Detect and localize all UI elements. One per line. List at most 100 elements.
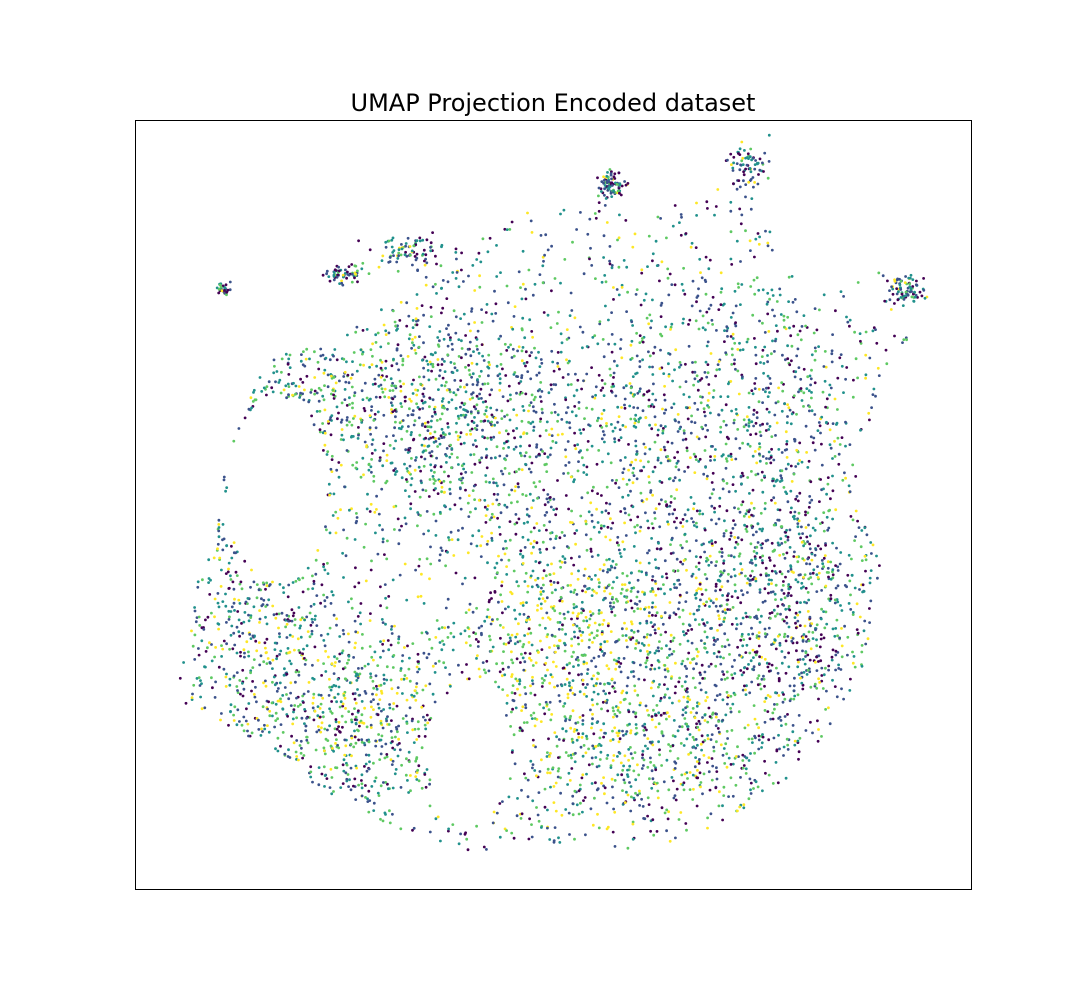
scatter-point	[608, 691, 611, 695]
scatter-point	[696, 380, 700, 383]
scatter-point	[448, 455, 452, 459]
scatter-point	[232, 713, 236, 717]
scatter-point	[816, 719, 819, 723]
scatter-point	[712, 745, 716, 749]
scatter-point	[737, 286, 740, 289]
scatter-point	[822, 511, 826, 514]
scatter-point	[750, 470, 753, 473]
scatter-point	[441, 431, 445, 435]
scatter-point	[751, 488, 755, 492]
scatter-point	[656, 456, 660, 460]
scatter-point	[670, 652, 674, 656]
scatter-point	[491, 319, 495, 323]
scatter-point	[475, 544, 479, 548]
scatter-point	[385, 755, 389, 759]
scatter-point	[406, 644, 409, 648]
scatter-point	[526, 211, 529, 215]
scatter-point	[380, 689, 383, 693]
scatter-point	[802, 391, 806, 395]
scatter-point	[813, 346, 817, 350]
scatter-point	[696, 650, 700, 654]
scatter-point	[595, 677, 599, 681]
scatter-point	[683, 470, 686, 473]
scatter-point	[252, 388, 256, 392]
scatter-point	[242, 715, 246, 719]
scatter-point	[684, 711, 688, 714]
scatter-point	[560, 586, 564, 590]
scatter-point	[529, 422, 533, 425]
scatter-point	[552, 801, 556, 804]
scatter-point	[225, 642, 229, 646]
scatter-point	[724, 529, 728, 533]
scatter-point	[540, 685, 544, 688]
scatter-point	[485, 303, 489, 306]
scatter-point	[463, 385, 466, 389]
scatter-point	[588, 633, 592, 636]
scatter-point	[384, 329, 388, 333]
scatter-point	[860, 664, 864, 668]
scatter-point	[466, 410, 470, 414]
scatter-point	[275, 654, 279, 658]
scatter-point	[703, 670, 707, 674]
scatter-point	[784, 358, 787, 362]
scatter-point	[576, 721, 580, 724]
scatter-point	[520, 812, 524, 816]
scatter-point	[423, 773, 427, 776]
scatter-point	[761, 422, 764, 426]
scatter-point	[457, 285, 461, 289]
scatter-point	[691, 707, 695, 710]
scatter-point	[778, 543, 782, 547]
scatter-point	[282, 586, 285, 590]
scatter-point	[745, 525, 749, 528]
scatter-point	[784, 467, 788, 471]
scatter-point	[804, 651, 808, 655]
scatter-point	[600, 611, 603, 615]
scatter-point	[733, 574, 737, 578]
scatter-point	[372, 801, 376, 805]
scatter-point	[516, 679, 519, 683]
scatter-point	[361, 721, 364, 725]
scatter-point	[434, 437, 437, 440]
scatter-point	[686, 417, 690, 421]
scatter-point	[545, 420, 549, 424]
scatter-point	[449, 631, 453, 635]
scatter-point	[766, 241, 770, 245]
scatter-point	[622, 764, 625, 768]
scatter-point	[614, 597, 618, 601]
scatter-point	[383, 583, 387, 586]
scatter-point	[602, 433, 606, 437]
scatter-point	[722, 559, 726, 563]
scatter-point	[428, 577, 431, 581]
scatter-point	[428, 478, 432, 481]
scatter-point	[510, 710, 513, 714]
scatter-point	[237, 630, 241, 634]
scatter-point	[249, 671, 253, 675]
scatter-point	[404, 522, 408, 526]
scatter-point	[745, 667, 749, 671]
scatter-point	[524, 494, 528, 497]
scatter-point	[752, 506, 756, 510]
scatter-point	[299, 359, 303, 363]
scatter-point	[775, 666, 778, 670]
scatter-point	[707, 307, 711, 311]
scatter-point	[663, 398, 667, 402]
scatter-point	[480, 633, 483, 637]
scatter-point	[530, 506, 534, 510]
scatter-point	[271, 680, 274, 684]
scatter-point	[408, 407, 411, 411]
scatter-point	[828, 443, 832, 447]
scatter-point	[654, 398, 658, 402]
scatter-point	[839, 353, 843, 356]
scatter-point	[288, 633, 292, 637]
scatter-point	[820, 442, 823, 446]
scatter-point	[415, 293, 419, 296]
scatter-point	[616, 420, 620, 424]
scatter-point	[357, 581, 361, 585]
scatter-point	[760, 478, 764, 482]
scatter-point	[672, 402, 676, 406]
scatter-point	[537, 529, 541, 532]
scatter-point	[262, 681, 265, 685]
scatter-point	[609, 764, 613, 767]
scatter-point	[688, 549, 692, 553]
scatter-point	[607, 511, 610, 515]
